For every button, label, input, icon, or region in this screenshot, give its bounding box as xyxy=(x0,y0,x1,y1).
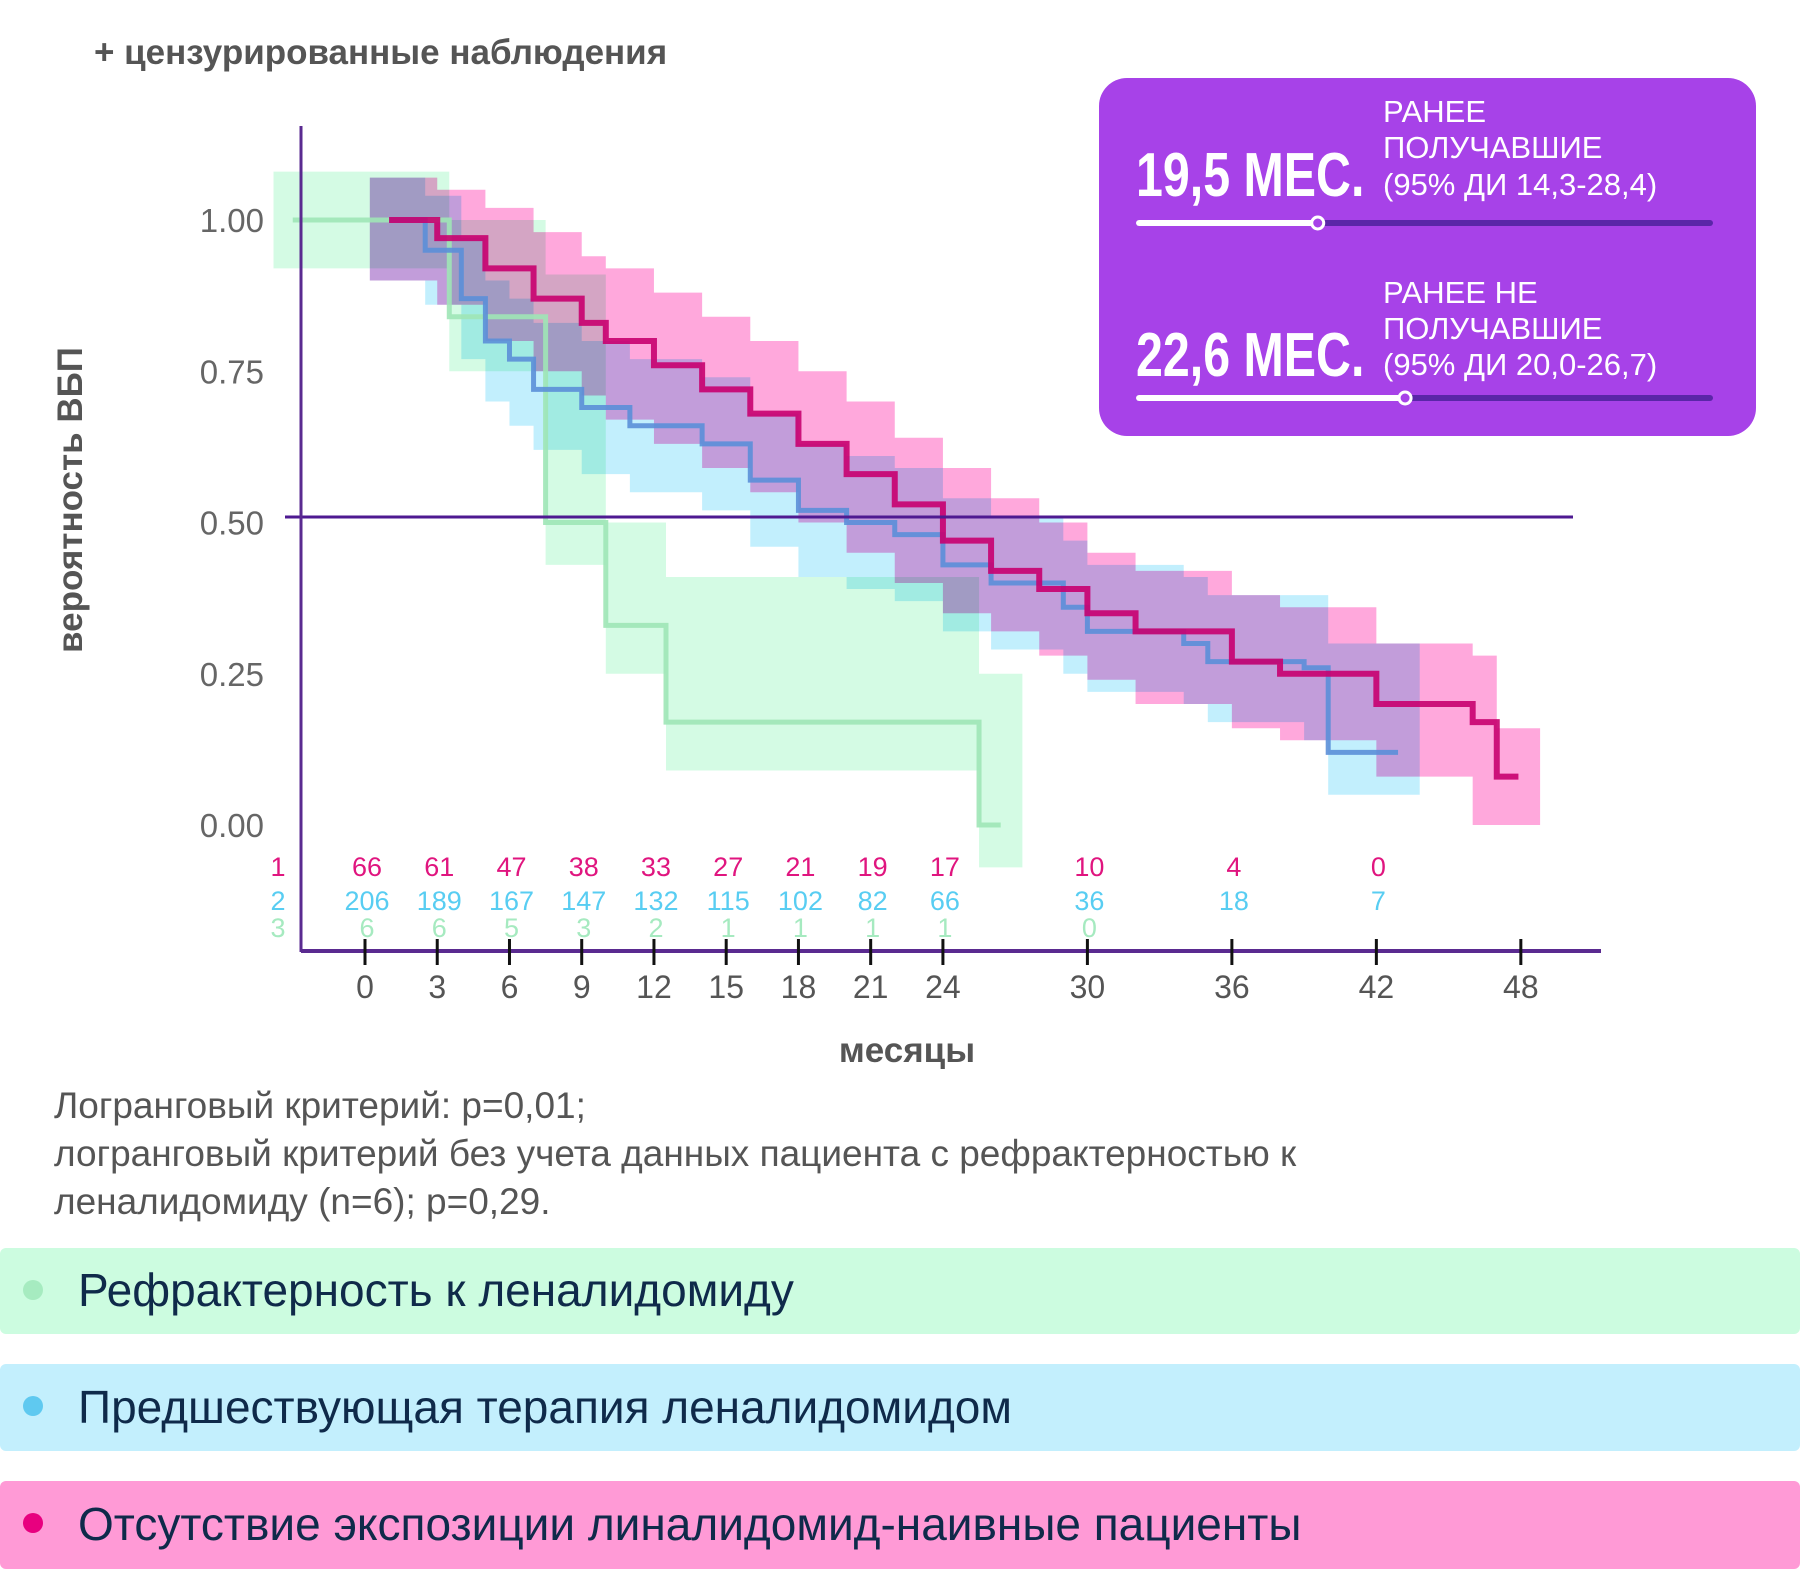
x-tick-label: 6 xyxy=(501,969,519,1005)
survival-curves xyxy=(292,217,1519,828)
risk-count: 1 xyxy=(793,913,808,943)
risk-count: 189 xyxy=(417,886,462,916)
x-axis-label: месяцы xyxy=(839,1031,975,1070)
legend-item-prior-lenalidomide: Предшествующая терапия леналидомидом xyxy=(0,1364,1800,1451)
median-ci: (95% ДИ 20,0-26,7) xyxy=(1383,347,1657,382)
risk-count: 0 xyxy=(1371,852,1386,882)
risk-count: 33 xyxy=(641,852,671,882)
x-tick-label: 9 xyxy=(573,969,591,1005)
risk-count: 19 xyxy=(858,852,888,882)
risk-count: 132 xyxy=(633,886,678,916)
survival-line-pink xyxy=(389,217,1519,780)
y-tick-label: 0.50 xyxy=(200,505,264,542)
legend-item-naive: Отсутствие экспозиции линалидомид-наивны… xyxy=(0,1481,1800,1569)
risk-count: 6 xyxy=(359,913,374,943)
x-tick-label: 42 xyxy=(1359,969,1395,1005)
risk-count: 17 xyxy=(930,852,960,882)
y-tick-label: 0.25 xyxy=(200,656,264,693)
risk-count: 18 xyxy=(1219,886,1249,916)
median-value: 19,5 МЕС. xyxy=(1136,140,1364,209)
y-tick-labels: 0.00 0.25 0.50 0.75 1.00 xyxy=(200,202,264,844)
x-tick-label: 18 xyxy=(781,969,817,1005)
x-tick-label: 3 xyxy=(428,969,446,1005)
risk-count: 7 xyxy=(1371,886,1386,916)
footnote-line3: леналидомиду (n=6); p=0,29. xyxy=(54,1181,551,1222)
footnote-line1: Логранговый критерий: p=0,01; xyxy=(54,1085,586,1126)
y-axis-label: вероятность ВБП xyxy=(51,347,90,653)
risk-count: 66 xyxy=(352,852,382,882)
legend-item-refractory: Рефрактерность к леналидомиду xyxy=(0,1248,1800,1334)
y-tick-label: 0.00 xyxy=(200,807,264,844)
median-summary-box: 19,5 МЕС. РАНЕЕ ПОЛУЧАВШИЕ (95% ДИ 14,3-… xyxy=(1099,78,1756,436)
risk-row-label: 2 xyxy=(270,886,285,916)
risk-table: 1 66 61 47 38 33 27 21 19 17 10 4 02 206 189 167 147 132 1… xyxy=(270,852,1385,943)
footnote-line2: логранговый критерий без учета данных па… xyxy=(54,1133,1297,1174)
median-item-previously-treated: 19,5 МЕС. РАНЕЕ ПОЛУЧАВШИЕ (95% ДИ 14,3-… xyxy=(1136,94,1713,231)
legend-bg xyxy=(0,1364,1800,1451)
risk-count: 102 xyxy=(778,886,823,916)
risk-count: 36 xyxy=(1074,886,1104,916)
x-ticks: 0 3 6 9 12 15 18 21 24 30 36 42 48 xyxy=(356,939,1539,1005)
median-item-not-previously-treated: 22,6 МЕС. РАНЕЕ НЕ ПОЛУЧАВШИЕ (95% ДИ 20… xyxy=(1136,275,1713,406)
censored-note: + цензурированные наблюдения xyxy=(94,33,667,72)
median-label-line2: ПОЛУЧАВШИЕ xyxy=(1383,311,1602,346)
risk-row-label: 3 xyxy=(270,913,285,943)
x-tick-label: 15 xyxy=(708,969,744,1005)
risk-count: 206 xyxy=(344,886,389,916)
legend-dot-icon xyxy=(23,1513,43,1533)
x-tick-label: 0 xyxy=(356,969,374,1005)
risk-count: 147 xyxy=(561,886,606,916)
risk-count: 6 xyxy=(432,913,447,943)
legend-label: Рефрактерность к леналидомиду xyxy=(78,1264,794,1316)
median-bar-knob xyxy=(1397,390,1413,406)
survival-line-green xyxy=(292,217,1001,828)
risk-count: 66 xyxy=(930,886,960,916)
median-box-bg xyxy=(1099,78,1756,436)
legend-dot-icon xyxy=(23,1396,43,1416)
legend-bg xyxy=(0,1481,1800,1569)
risk-count: 82 xyxy=(858,886,888,916)
median-label-line2: ПОЛУЧАВШИЕ xyxy=(1383,130,1602,165)
risk-count: 4 xyxy=(1226,852,1241,882)
x-tick-label: 30 xyxy=(1070,969,1106,1005)
risk-count: 2 xyxy=(648,913,663,943)
risk-count: 1 xyxy=(937,913,952,943)
risk-count: 167 xyxy=(489,886,534,916)
risk-count: 1 xyxy=(721,913,736,943)
legend: Рефрактерность к леналидомиду Предшеству… xyxy=(0,1248,1800,1569)
legend-label: Отсутствие экспозиции линалидомид-наивны… xyxy=(78,1498,1301,1550)
survival-line-blue xyxy=(389,217,1399,755)
risk-count: 38 xyxy=(569,852,599,882)
median-bar-knob xyxy=(1310,215,1326,231)
x-tick-label: 36 xyxy=(1214,969,1250,1005)
risk-row-label: 1 xyxy=(270,852,285,882)
median-label-line1: РАНЕЕ xyxy=(1383,94,1486,129)
risk-count: 115 xyxy=(707,886,750,916)
legend-bg xyxy=(0,1248,1800,1334)
legend-dot-icon xyxy=(23,1280,43,1300)
x-tick-label: 21 xyxy=(853,969,889,1005)
ci-band-green xyxy=(273,171,1023,868)
risk-count: 47 xyxy=(496,852,526,882)
risk-count: 3 xyxy=(576,913,591,943)
median-label-line1: РАНЕЕ НЕ xyxy=(1383,275,1538,310)
risk-count: 0 xyxy=(1082,913,1097,943)
legend-label: Предшествующая терапия леналидомидом xyxy=(78,1381,1012,1433)
x-tick-label: 12 xyxy=(636,969,672,1005)
risk-count: 27 xyxy=(713,852,743,882)
x-tick-label: 24 xyxy=(925,969,961,1005)
risk-count: 21 xyxy=(785,852,815,882)
y-tick-label: 0.75 xyxy=(200,353,264,390)
median-value: 22,6 МЕС. xyxy=(1136,320,1364,389)
risk-count: 61 xyxy=(424,852,454,882)
risk-count: 10 xyxy=(1074,852,1104,882)
risk-count: 1 xyxy=(865,913,880,943)
y-tick-label: 1.00 xyxy=(200,202,264,239)
median-ci: (95% ДИ 14,3-28,4) xyxy=(1383,167,1657,202)
x-tick-label: 48 xyxy=(1503,969,1539,1005)
risk-count: 5 xyxy=(504,913,519,943)
